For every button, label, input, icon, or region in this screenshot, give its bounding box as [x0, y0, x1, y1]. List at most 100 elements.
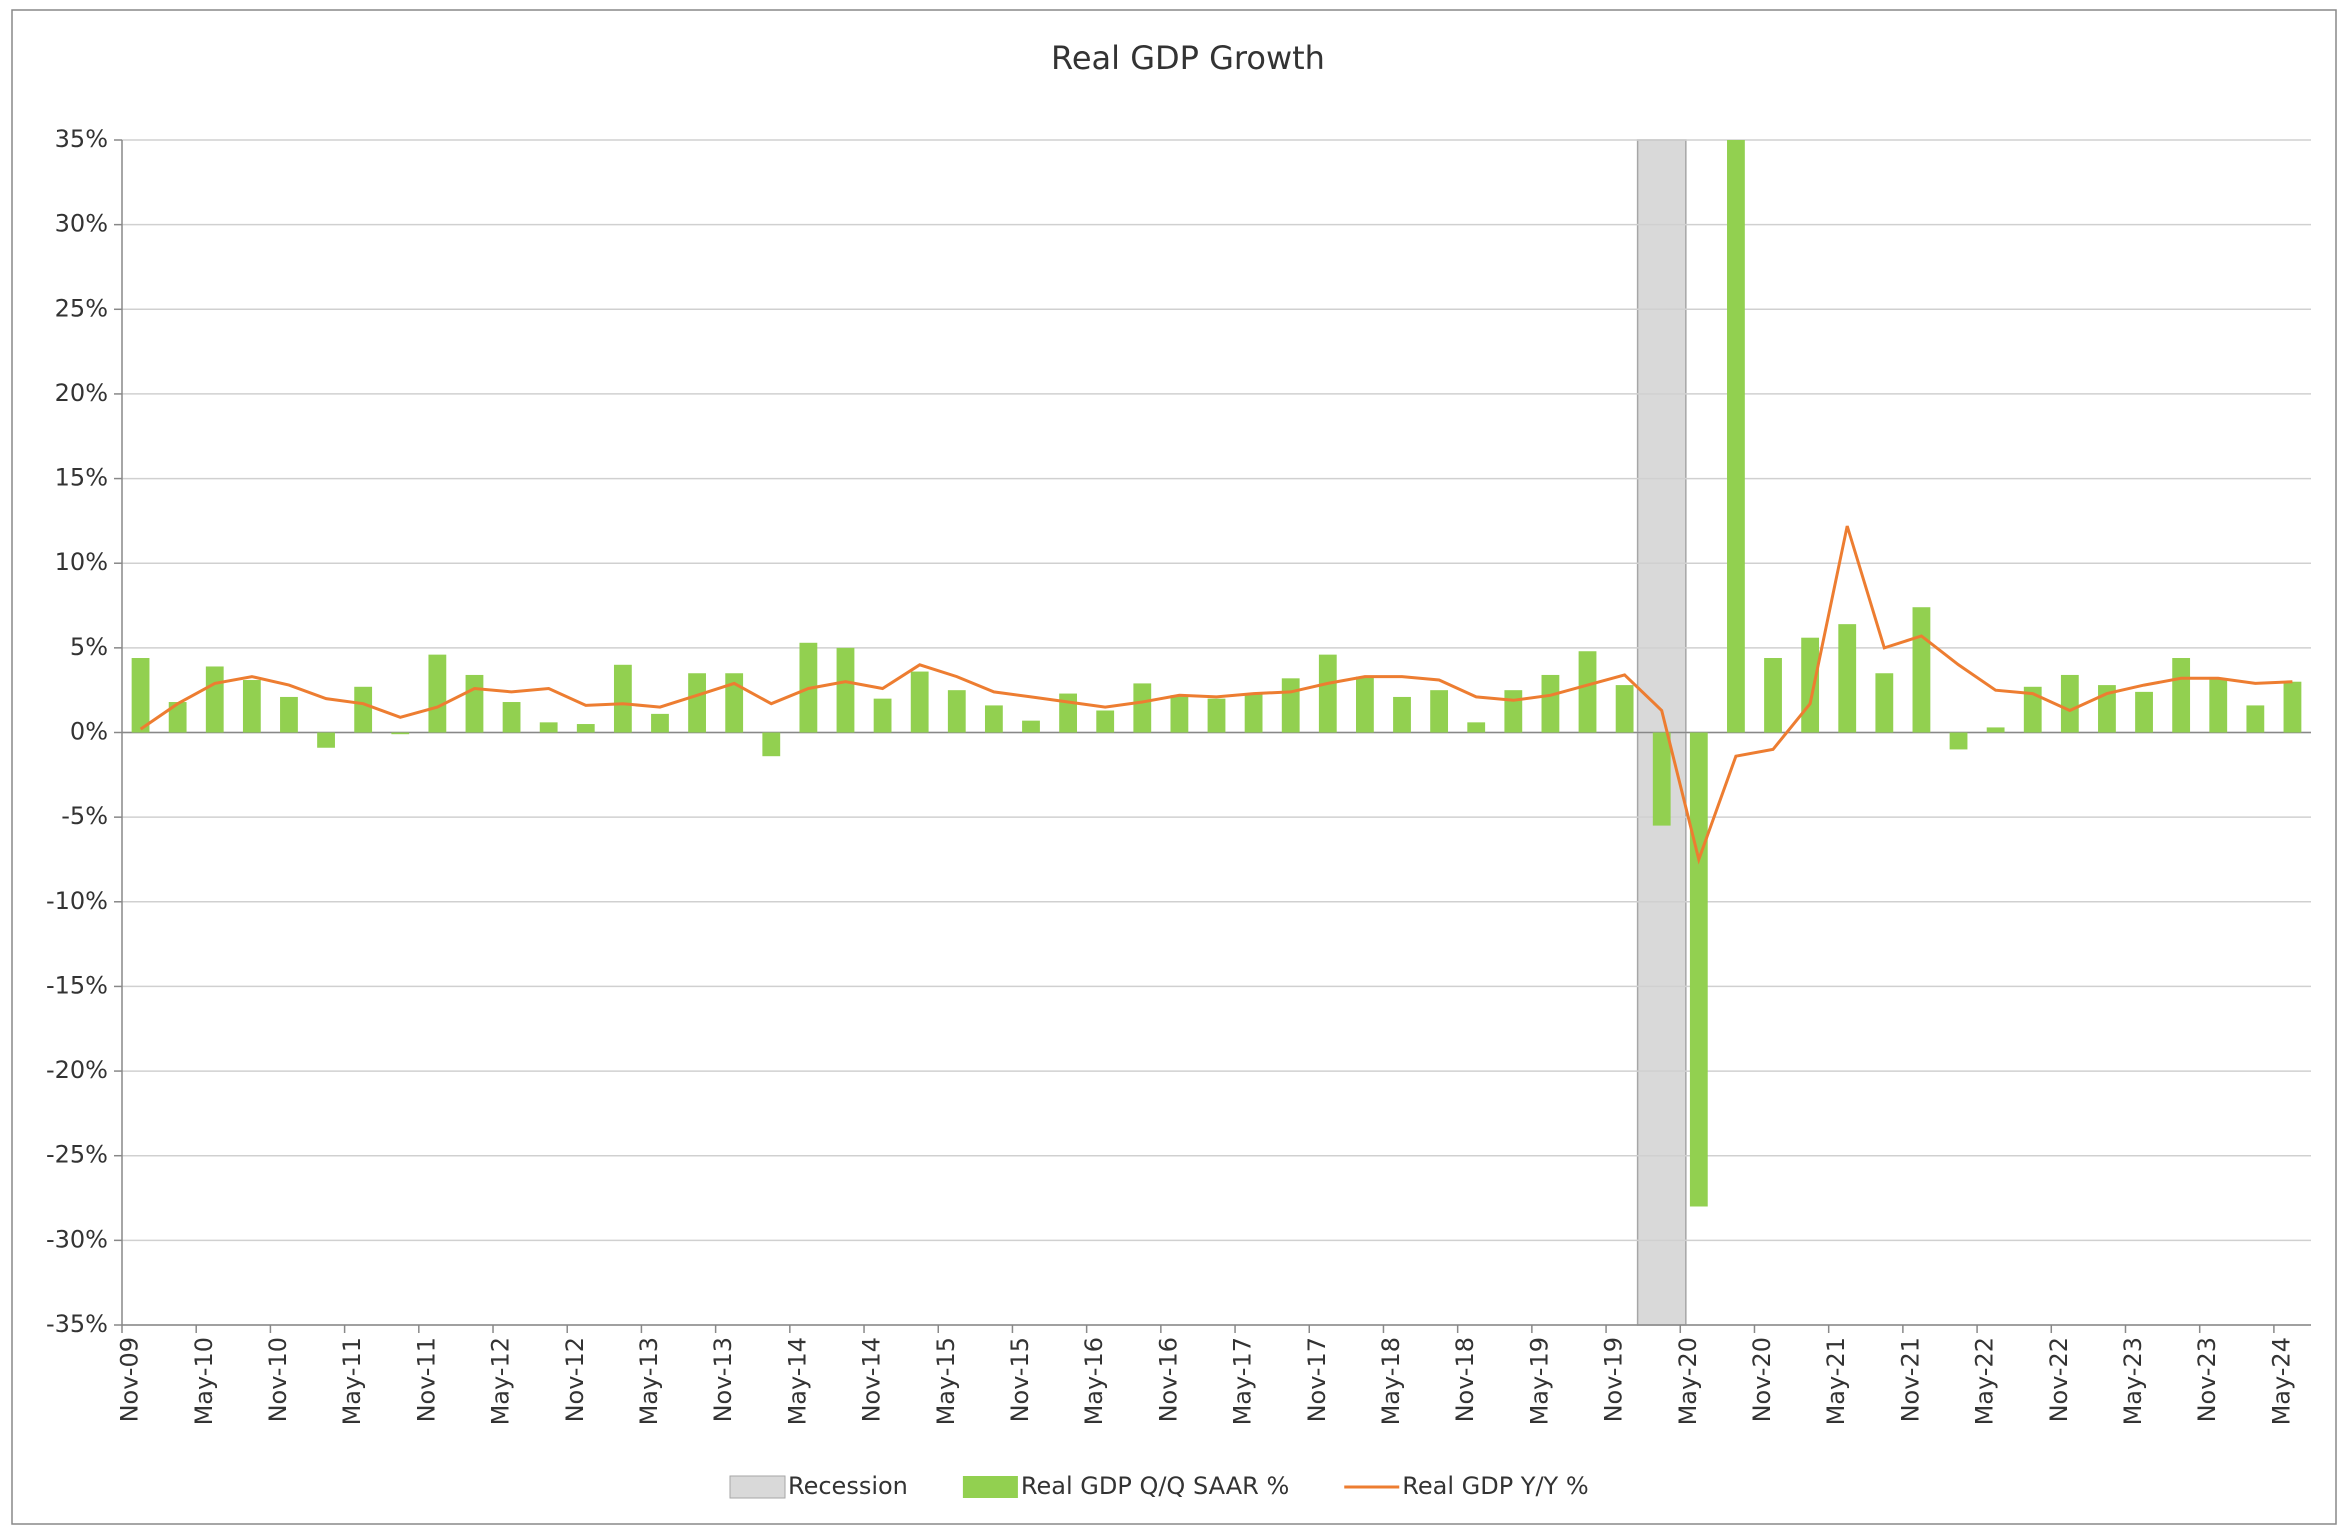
bar — [168, 702, 187, 733]
y-tick-label: -30% — [46, 1225, 108, 1253]
bar — [1504, 690, 1523, 733]
x-tick-label: May-11 — [338, 1337, 366, 1425]
x-tick-label: May-17 — [1229, 1337, 1257, 1425]
x-tick-label: May-12 — [487, 1337, 515, 1425]
x-tick-label: Nov-10 — [264, 1337, 292, 1422]
y-tick-label: -25% — [46, 1141, 108, 1169]
bar — [1318, 654, 1337, 733]
chart-border — [11, 9, 2337, 1525]
bar — [2172, 658, 2191, 733]
bar — [1467, 722, 1486, 733]
bar — [1615, 685, 1634, 733]
x-tick-label: Nov-22 — [2045, 1337, 2073, 1422]
legend-swatch — [729, 1475, 786, 1499]
bar — [391, 732, 410, 735]
x-tick-label: May-23 — [2119, 1337, 2147, 1425]
bar — [836, 647, 855, 733]
bar — [242, 680, 261, 733]
legend-item: Real GDP Y/Y % — [1344, 1472, 1589, 1500]
bar — [688, 673, 706, 733]
bar — [1652, 732, 1671, 826]
y-tick-label: 35% — [55, 125, 108, 153]
bar — [1838, 624, 1857, 733]
x-tick-label: Nov-12 — [561, 1337, 589, 1422]
bar — [1096, 710, 1115, 733]
x-tick-label: May-16 — [1080, 1337, 1108, 1425]
bar — [1912, 607, 1931, 733]
bar — [651, 713, 669, 733]
x-tick-label: May-13 — [635, 1337, 663, 1425]
bar — [131, 658, 150, 733]
x-tick-label: May-15 — [932, 1337, 960, 1425]
x-tick-label: Nov-15 — [1006, 1337, 1034, 1422]
bar — [1689, 732, 1708, 1207]
x-tick-label: Nov-23 — [2193, 1337, 2221, 1422]
bar — [465, 674, 484, 733]
bar — [2135, 691, 2153, 733]
bar — [2023, 686, 2042, 733]
bar — [1207, 698, 1226, 733]
y-tick-label: 25% — [55, 294, 108, 322]
legend-item: Recession — [729, 1472, 908, 1500]
bar — [1022, 720, 1040, 733]
bar — [2246, 705, 2265, 733]
x-tick-label: May-14 — [783, 1337, 811, 1425]
legend-label: Real GDP Q/Q SAAR % — [1021, 1472, 1289, 1500]
bar — [873, 698, 892, 733]
bar — [317, 732, 335, 748]
x-tick-label: Nov-09 — [116, 1337, 144, 1422]
line — [139, 525, 2293, 865]
y-tick-label: 10% — [55, 548, 108, 576]
bar — [984, 705, 1003, 733]
x-tick-label: Nov-13 — [709, 1337, 737, 1422]
y-tick-label: -15% — [46, 971, 108, 999]
bar — [502, 702, 521, 733]
bar — [1244, 693, 1263, 733]
x-tick-label: Nov-11 — [412, 1337, 440, 1422]
bar — [1986, 727, 2005, 733]
bar — [1541, 674, 1560, 733]
bar — [910, 671, 929, 733]
bar — [1801, 637, 1820, 733]
x-tick-label: Nov-18 — [1451, 1337, 1479, 1422]
x-tick-label: Nov-14 — [858, 1337, 886, 1422]
y-tick-label: -10% — [46, 887, 108, 915]
bar — [205, 666, 224, 733]
chart-title: Real GDP Growth — [1051, 39, 1325, 77]
bar — [2209, 678, 2228, 733]
y-tick-label: 30% — [55, 210, 108, 238]
legend-swatch — [962, 1476, 1018, 1498]
x-tick-label: Nov-17 — [1303, 1337, 1331, 1422]
x-tick-label: May-10 — [190, 1337, 218, 1425]
bar — [1430, 690, 1449, 733]
bar — [762, 732, 781, 757]
bar — [1727, 140, 1745, 733]
bar — [280, 696, 298, 733]
bar — [613, 664, 632, 733]
y-tick-label: -35% — [46, 1310, 108, 1338]
bar — [1281, 678, 1300, 733]
x-tick-label: May-18 — [1377, 1337, 1405, 1425]
x-tick-label: May-24 — [2267, 1337, 2295, 1425]
y-tick-label: -5% — [61, 802, 108, 830]
y-tick-label: 20% — [55, 379, 108, 407]
y-tick-label: 15% — [55, 464, 108, 492]
bar — [1578, 651, 1597, 733]
x-tick-label: May-19 — [1525, 1337, 1553, 1425]
x-tick-label: Nov-21 — [1896, 1337, 1924, 1422]
bar — [1764, 658, 1782, 733]
bar — [2060, 674, 2079, 733]
bar — [1059, 693, 1077, 733]
bar — [576, 724, 595, 733]
legend-label: Real GDP Y/Y % — [1402, 1472, 1588, 1500]
y-tick-label: 5% — [70, 633, 108, 661]
bar — [354, 686, 373, 733]
bar — [539, 722, 558, 733]
x-tick-label: Nov-19 — [1600, 1337, 1628, 1422]
bar — [1393, 696, 1411, 733]
x-tick-label: May-22 — [1971, 1337, 1999, 1425]
x-tick-label: May-20 — [1674, 1337, 1702, 1425]
bar — [947, 690, 966, 733]
y-tick-label: 0% — [70, 718, 108, 746]
